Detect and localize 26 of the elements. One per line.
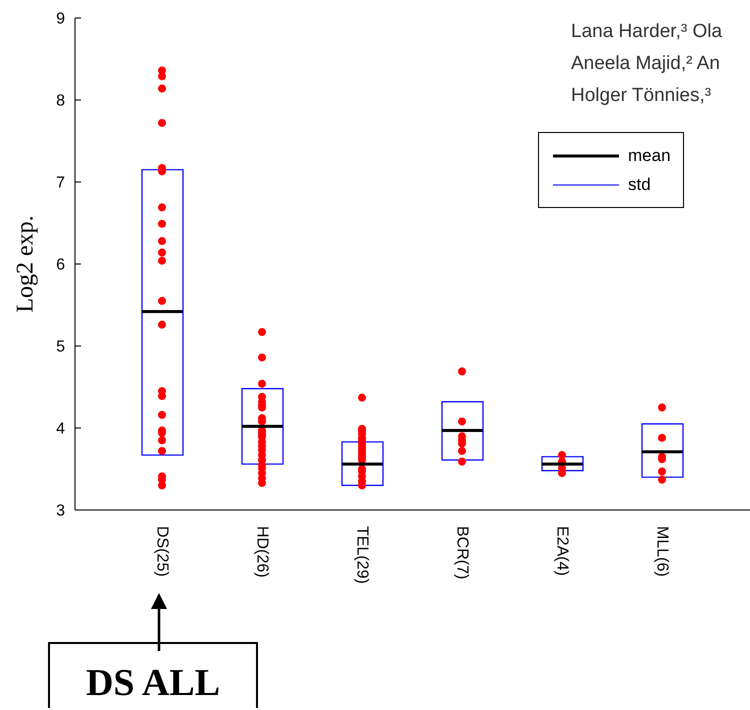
- y-tick-label: 9: [56, 10, 66, 28]
- annotation: Lana Harder,³ Ola: [571, 20, 722, 44]
- x-tick-label: BCR(7): [454, 526, 470, 580]
- bar: [341, 441, 384, 486]
- x-tick-label: HD(26): [254, 526, 270, 578]
- y-axis-title: Log2 exp.: [12, 215, 39, 313]
- y-tick-label: 4: [56, 420, 66, 438]
- y-tick-label: 7: [56, 174, 66, 192]
- bar: [141, 169, 184, 456]
- x-tick-label: DS(25): [154, 526, 170, 577]
- x-tick-label: E2A(4): [554, 526, 570, 576]
- bar: [241, 388, 284, 465]
- y-tick-label: 6: [56, 256, 66, 274]
- annotation: Aneela Majid,² An: [571, 52, 721, 76]
- x-tick-label: TEL(29): [354, 526, 370, 584]
- y-tick-label: 5: [56, 338, 66, 356]
- bar: [541, 456, 584, 472]
- y-tick-label: 8: [56, 92, 66, 110]
- annotation: Holger Tönnies,³: [571, 84, 712, 108]
- x-tick-label: MLL(6): [654, 526, 670, 577]
- text: DS ALL: [86, 662, 220, 704]
- y-tick-label: 3: [56, 502, 66, 520]
- legend-label: mean: [628, 146, 671, 166]
- bar: [641, 423, 684, 478]
- bar: [441, 401, 484, 461]
- legend-label: std: [628, 174, 651, 194]
